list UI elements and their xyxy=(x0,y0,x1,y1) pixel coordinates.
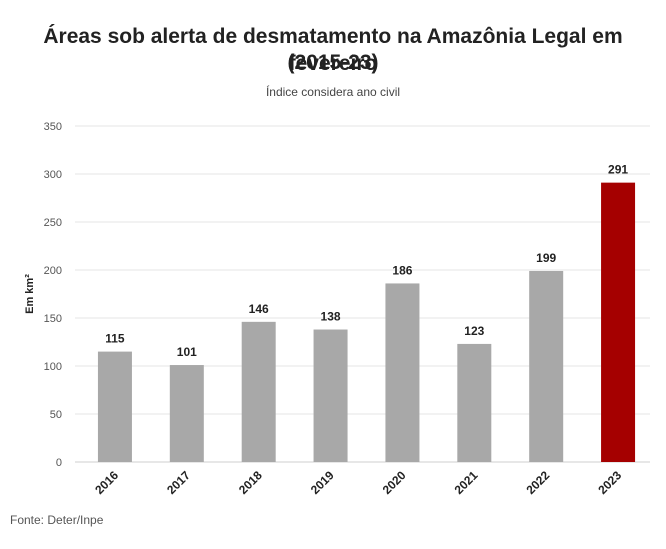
x-tick-label-2019: 2019 xyxy=(308,468,337,497)
chart-subtitle: Índice considera ano civil xyxy=(265,85,401,99)
y-tick-label: 0 xyxy=(56,457,62,469)
bar-2018 xyxy=(241,321,276,462)
data-label-2023: 291 xyxy=(608,163,628,177)
y-tick-label: 100 xyxy=(44,361,62,373)
x-tick-label-2018: 2018 xyxy=(236,468,265,497)
chart-title-line-2: (2015-23) xyxy=(287,51,379,74)
y-tick-labels: 0 50 100 150 200 250 300 350 xyxy=(44,121,62,469)
data-label-2017: 101 xyxy=(177,345,197,359)
x-tick-label-2023: 2023 xyxy=(595,468,624,497)
data-labels: 115 101 146 138 186 123 199 291 xyxy=(105,163,628,359)
y-tick-label: 200 xyxy=(44,265,62,277)
bar-2019 xyxy=(313,329,348,462)
bar-2021 xyxy=(457,343,492,462)
source-note: Fonte: Deter/Inpe xyxy=(10,513,104,527)
chart-title-line-1: Áreas sob alerta de desmatamento na Amaz… xyxy=(43,25,623,75)
y-tick-label: 50 xyxy=(50,409,62,421)
y-tick-label: 250 xyxy=(44,217,62,229)
data-label-2022: 199 xyxy=(536,251,556,265)
y-axis-label: Em km² xyxy=(24,274,36,314)
x-tick-label-2017: 2017 xyxy=(164,468,193,497)
bar-2022 xyxy=(529,270,564,462)
x-tick-labels: 2016 2017 2018 2019 2020 2021 2022 2023 xyxy=(92,468,624,497)
y-tick-label: 300 xyxy=(44,169,62,181)
data-label-2019: 138 xyxy=(321,310,341,324)
bar-2016 xyxy=(97,351,132,462)
bar-2017 xyxy=(169,365,204,462)
x-tick-label-2022: 2022 xyxy=(524,468,553,497)
bar-2020 xyxy=(385,283,420,462)
y-tick-label: 350 xyxy=(44,121,62,133)
x-tick-label-2020: 2020 xyxy=(380,468,409,497)
data-label-2021: 123 xyxy=(464,324,484,338)
y-tick-label: 150 xyxy=(44,313,62,325)
x-tick-label-2021: 2021 xyxy=(452,468,481,497)
data-label-2016: 115 xyxy=(105,332,125,346)
bars xyxy=(97,182,636,462)
data-label-2018: 146 xyxy=(249,302,269,316)
bar-2023 xyxy=(601,182,636,462)
grid-lines xyxy=(75,125,650,463)
data-label-2020: 186 xyxy=(392,263,412,277)
x-tick-label-2016: 2016 xyxy=(92,468,121,497)
